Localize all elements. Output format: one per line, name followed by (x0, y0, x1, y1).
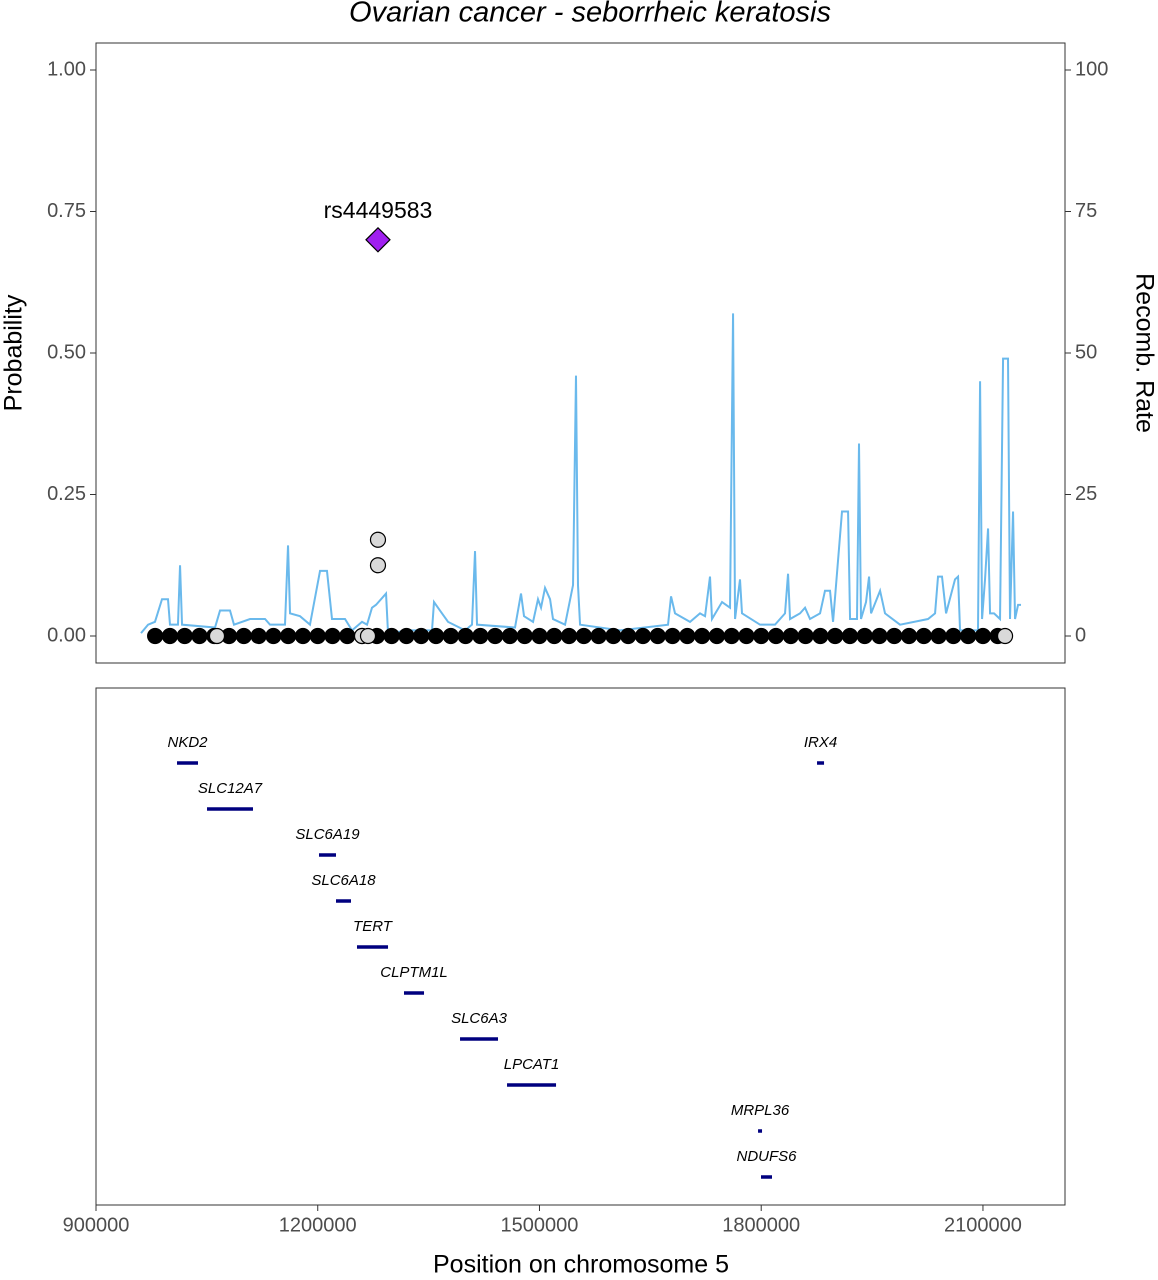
snp-point (147, 627, 164, 645)
snp-point (324, 627, 341, 645)
gene-label: SLC6A18 (311, 872, 376, 889)
snp-point (359, 627, 377, 645)
y-tick-label: 1.00 (47, 58, 86, 80)
snp-point (265, 627, 282, 645)
gene-panel (95, 687, 1066, 1206)
snp-point (501, 627, 519, 645)
gene-label: NKD2 (167, 734, 208, 751)
snp-point (531, 627, 548, 645)
snp-point (250, 627, 267, 645)
snp-point (827, 627, 844, 645)
snp-point (664, 627, 681, 645)
snp-point (634, 627, 652, 645)
snp-point (679, 627, 696, 645)
snp-point (723, 627, 740, 645)
snp-point (693, 627, 711, 645)
gene-label: IRX4 (804, 734, 837, 751)
snp-point (708, 627, 725, 645)
x-tick-label: 900000 (63, 1214, 130, 1236)
x-axis-title: Position on chromosome 5 (433, 1251, 729, 1279)
snp-point (487, 627, 504, 645)
snp-point (767, 627, 785, 645)
snp-point (442, 627, 459, 645)
snp-point (191, 627, 208, 645)
snp-point (309, 627, 326, 645)
snp-point (590, 627, 607, 645)
y2-axis-title: Recomb. Rate (1130, 273, 1158, 433)
snp-point (886, 627, 903, 645)
snp-point (996, 627, 1014, 645)
plot-panel (95, 42, 1066, 664)
snp-point (208, 627, 226, 645)
lead-snp (365, 226, 391, 253)
snp-point (900, 627, 918, 645)
y2-tick-label: 0 (1075, 624, 1086, 646)
y2-tick-label: 50 (1075, 341, 1097, 363)
gene-label: CLPTM1L (380, 964, 448, 981)
y-tick-label: 0.25 (47, 483, 86, 505)
snp-point (753, 627, 770, 645)
snp-point (575, 627, 592, 645)
snp-point (369, 557, 387, 574)
x-tick-label: 2100000 (944, 1214, 1022, 1236)
y2-tick-label: 100 (1075, 58, 1108, 80)
snp-point (516, 627, 533, 645)
snp-point (974, 627, 992, 645)
gene-label: TERT (353, 918, 394, 935)
snp-point (930, 627, 947, 645)
snp-point (620, 627, 637, 645)
snp-point (945, 627, 962, 645)
y-tick-label: 0.75 (47, 200, 86, 222)
y-tick-label: 0.50 (47, 341, 86, 363)
snp-point (235, 627, 252, 645)
snp-point (915, 627, 932, 645)
snp-point (856, 627, 873, 645)
y-tick-label: 0.00 (47, 624, 86, 646)
snp-point (413, 627, 430, 645)
snp-point (472, 627, 489, 645)
gene-label: SLC6A19 (295, 826, 360, 843)
snp-point (398, 627, 415, 645)
snp-point (280, 627, 297, 645)
snp-point (560, 627, 578, 645)
snp-point (738, 627, 755, 645)
y2-tick-label: 75 (1075, 200, 1097, 222)
snp-point (294, 627, 312, 645)
chart-title: Ovarian cancer - seborrheic keratosis (349, 0, 831, 29)
snp-point (649, 627, 666, 645)
snp-point (427, 627, 445, 645)
x-tick-label: 1200000 (279, 1214, 357, 1236)
snp-point (841, 627, 859, 645)
gene-label: SLC6A3 (451, 1010, 508, 1027)
snp-point (369, 531, 387, 548)
snp-point (457, 627, 474, 645)
snp-point (871, 627, 888, 645)
snp-point (797, 627, 814, 645)
snp-point (782, 627, 799, 645)
snp-point (605, 627, 622, 645)
snp-point (339, 627, 356, 645)
snp-point (383, 627, 400, 645)
gene-label: LPCAT1 (504, 1056, 560, 1073)
snp-point (161, 627, 179, 645)
gene-label: SLC12A7 (198, 780, 263, 797)
snp-point (812, 627, 829, 645)
gene-label: NDUFS6 (736, 1148, 797, 1165)
x-tick-label: 1500000 (501, 1214, 579, 1236)
gene-label: MRPL36 (731, 1102, 790, 1119)
snp-point (546, 627, 563, 645)
snp-label: rs4449583 (324, 197, 433, 223)
x-tick-label: 1800000 (722, 1214, 800, 1236)
snp-point (176, 627, 193, 645)
y2-tick-label: 25 (1075, 483, 1097, 505)
snp-point (960, 627, 977, 645)
recomb-line (140, 313, 1022, 635)
y-axis-title: Probability (0, 294, 28, 411)
